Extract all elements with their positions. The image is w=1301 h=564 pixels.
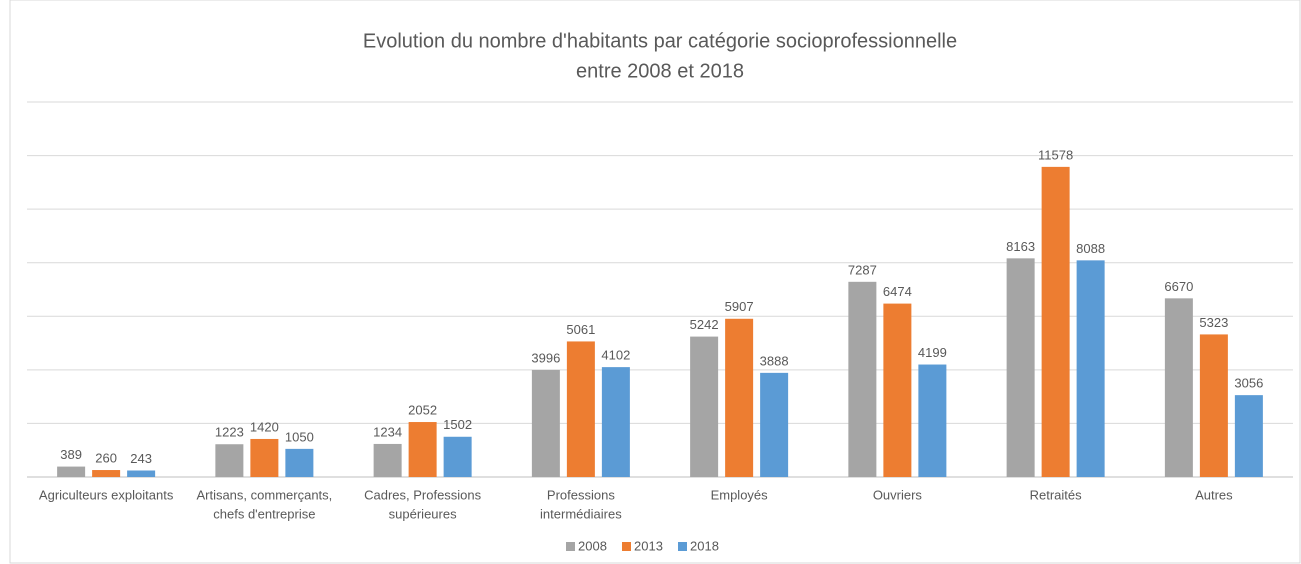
legend-label: 2008 (578, 538, 607, 553)
x-tick-label: Agriculteurs exploitants (39, 487, 174, 502)
value-label: 1050 (285, 429, 314, 444)
value-label: 5907 (725, 299, 754, 314)
value-label: 1223 (215, 425, 244, 440)
bar (848, 281, 877, 477)
bar (760, 372, 789, 477)
legend-swatch (622, 542, 631, 551)
chart-title: Evolution du nombre d'habitants par caté… (363, 30, 957, 52)
value-label: 4199 (918, 345, 947, 360)
value-label: 8163 (1006, 239, 1035, 254)
bar (1006, 258, 1035, 477)
value-label: 5061 (566, 322, 595, 337)
bar (531, 369, 560, 477)
x-tick-label: supérieures (389, 506, 457, 521)
x-tick-label: Retraités (1030, 487, 1083, 502)
x-tick-label: Employés (711, 487, 769, 502)
legend-swatch (678, 542, 687, 551)
legend-label: 2018 (690, 538, 719, 553)
bar (566, 341, 595, 477)
bar (1041, 166, 1070, 477)
value-label: 11578 (1038, 147, 1073, 162)
x-tick-label: Artisans, commerçants, (196, 487, 332, 502)
x-tick-label: intermédiaires (540, 506, 622, 521)
bar (373, 443, 402, 477)
value-label: 1234 (373, 424, 402, 439)
value-label: 3056 (1234, 376, 1263, 391)
chart-frame (9, 0, 1301, 564)
value-label: 243 (130, 451, 152, 466)
bar (250, 438, 279, 477)
x-tick-label: chefs d'entreprise (213, 506, 315, 521)
bar (127, 470, 156, 477)
bar (725, 318, 754, 477)
x-tick-label: Cadres, Professions (364, 487, 482, 502)
legend-swatch (566, 542, 575, 551)
value-label: 8088 (1076, 241, 1105, 256)
bar (285, 448, 314, 477)
x-tick-label: Ouvriers (873, 487, 923, 502)
bar (215, 444, 244, 477)
value-label: 3888 (760, 353, 789, 368)
bar (1076, 260, 1105, 477)
legend-label: 2013 (634, 538, 663, 553)
value-label: 6670 (1164, 279, 1193, 294)
value-label: 7287 (848, 262, 877, 277)
bar (92, 470, 121, 477)
bar (408, 422, 437, 477)
value-label: 1502 (443, 417, 472, 432)
value-label: 5242 (690, 317, 719, 332)
value-label: 6474 (883, 284, 912, 299)
bar (1164, 298, 1193, 477)
chart-title: entre 2008 et 2018 (576, 60, 744, 82)
x-tick-label: Autres (1195, 487, 1233, 502)
value-label: 1420 (250, 419, 279, 434)
value-label: 389 (60, 447, 82, 462)
bar (690, 336, 719, 477)
bar (57, 466, 86, 477)
bar (883, 303, 912, 477)
bar (1234, 395, 1263, 477)
bar (918, 364, 947, 477)
value-label: 2052 (408, 402, 437, 417)
value-label: 3996 (531, 350, 560, 365)
bar (1199, 334, 1228, 477)
bar (443, 436, 472, 477)
value-label: 5323 (1199, 315, 1228, 330)
bar (601, 367, 630, 477)
value-label: 4102 (601, 348, 630, 363)
value-label: 260 (95, 450, 117, 465)
x-tick-label: Professions (547, 487, 615, 502)
